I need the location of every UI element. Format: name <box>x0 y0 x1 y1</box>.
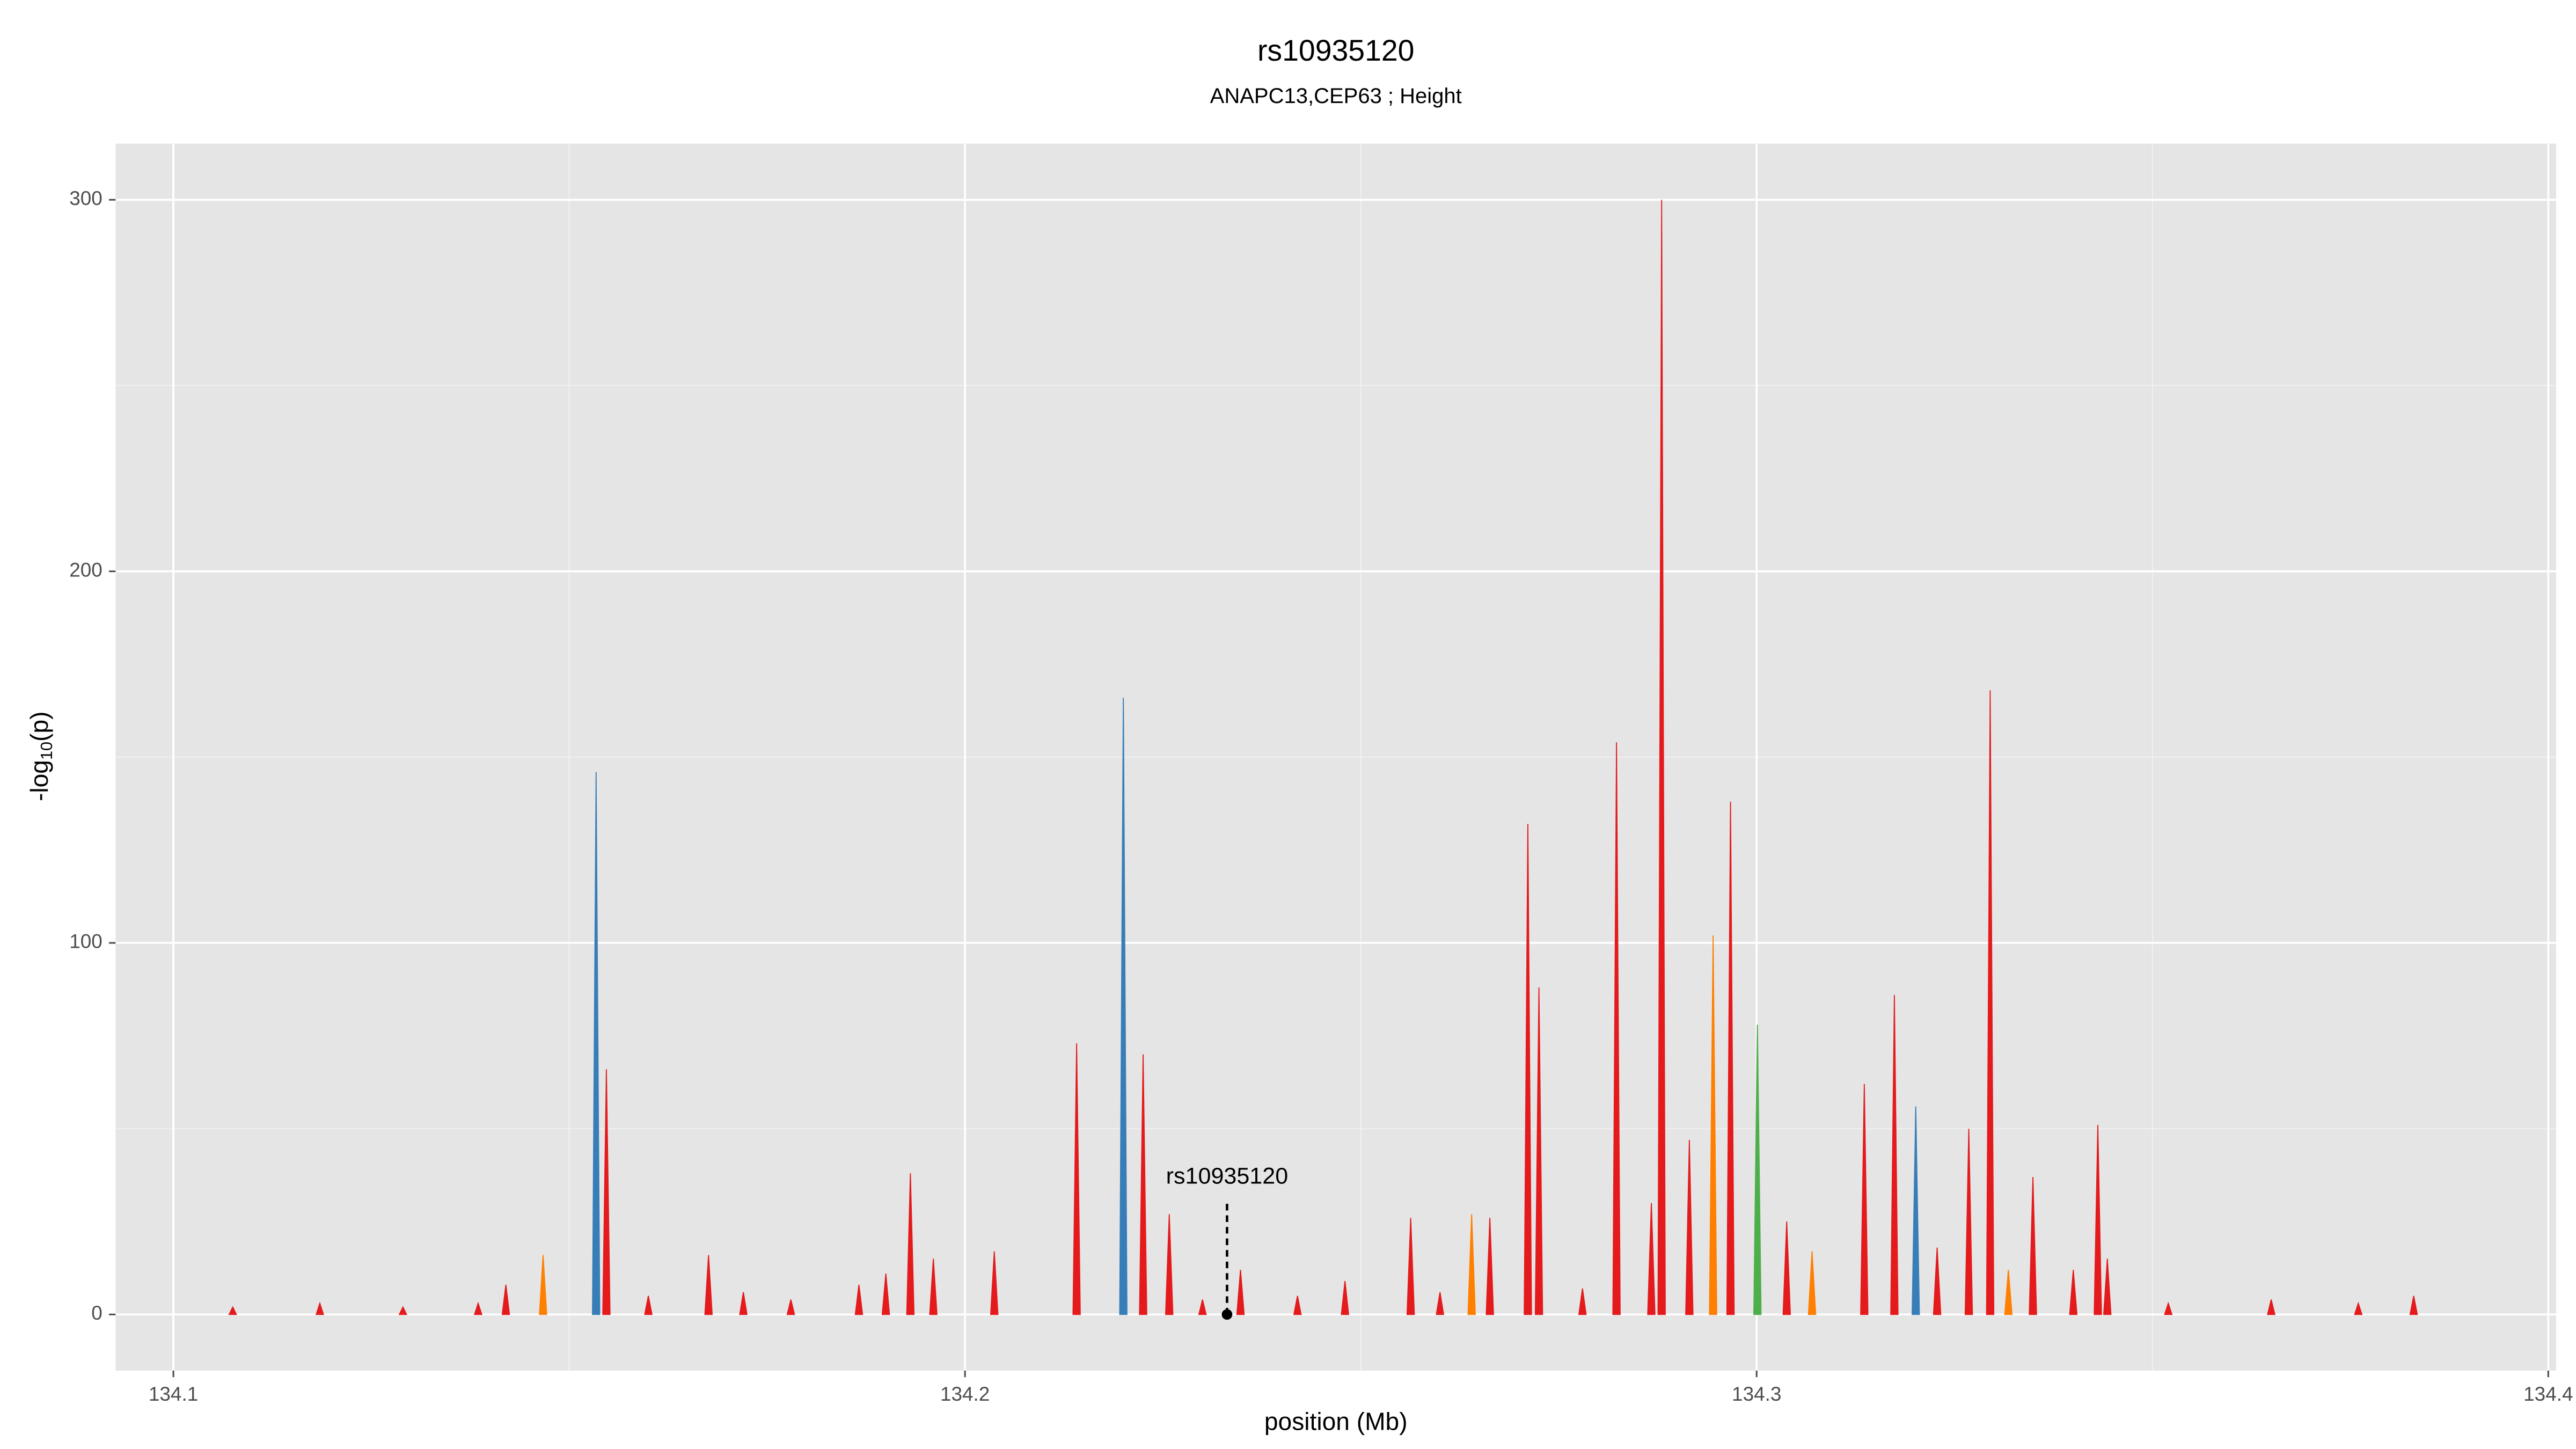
signal-peak <box>929 1258 938 1315</box>
signal-peak <box>539 1255 547 1315</box>
annotation-label: rs10935120 <box>1166 1163 1288 1189</box>
signal-peak <box>2029 1177 2037 1315</box>
signal-peak <box>398 1306 408 1315</box>
signal-peak <box>881 1274 890 1315</box>
signal-peak <box>1753 1024 1762 1315</box>
signal-peak <box>1986 690 1995 1315</box>
signal-peak <box>1534 987 1543 1315</box>
signal-peak <box>1436 1292 1445 1315</box>
x-tick-label: 134.2 <box>940 1383 990 1405</box>
signal-peak <box>1709 935 1717 1315</box>
signal-peak <box>1165 1214 1174 1315</box>
signal-peak <box>1726 801 1735 1315</box>
signal-peak <box>644 1296 653 1315</box>
signal-peak <box>592 772 601 1315</box>
y-axis-label-sub: 10 <box>37 742 56 760</box>
signal-peak <box>990 1251 999 1315</box>
signal-peak <box>1807 1251 1817 1315</box>
signal-peak <box>2164 1301 2173 1315</box>
annotation-point <box>1221 1309 1233 1320</box>
signal-peak <box>2409 1296 2418 1315</box>
signal-peak <box>1782 1221 1791 1315</box>
signal-peak <box>473 1301 483 1315</box>
signal-peak <box>1860 1084 1869 1315</box>
signal-peak <box>1467 1214 1476 1315</box>
x-tick-label: 134.4 <box>2523 1383 2573 1405</box>
signal-peak <box>501 1284 510 1315</box>
signal-peak <box>1406 1218 1415 1315</box>
signal-peak <box>1578 1288 1587 1315</box>
signal-peak <box>228 1306 237 1315</box>
x-tick-label: 134.3 <box>1732 1383 1781 1405</box>
y-axis-label-part: (p) <box>25 711 53 741</box>
signal-peak <box>1964 1129 1973 1315</box>
y-tick-label: 200 <box>69 559 103 581</box>
y-axis-label-part: -log <box>25 760 53 801</box>
chart-title: rs10935120 <box>1257 34 1415 67</box>
signal-peak <box>1485 1218 1494 1315</box>
signal-peak <box>2267 1299 2275 1315</box>
y-tick-label: 100 <box>69 931 103 953</box>
x-axis-label: position (Mb) <box>1264 1407 1408 1435</box>
signal-peak <box>1236 1270 1245 1315</box>
signal-peak <box>1524 824 1532 1315</box>
signal-peak <box>1912 1106 1920 1315</box>
chart-subtitle: ANAPC13,CEP63 ; Height <box>1210 84 1462 108</box>
signal-peak <box>1933 1247 1942 1315</box>
signal-peak <box>704 1255 713 1315</box>
signal-peak <box>1657 200 1666 1315</box>
signal-peak <box>2069 1270 2078 1315</box>
signal-peak <box>1119 697 1128 1315</box>
signal-peak <box>1072 1043 1081 1315</box>
signal-peak <box>2004 1270 2013 1315</box>
signal-peak <box>1139 1054 1147 1315</box>
signal-peak <box>1647 1203 1656 1315</box>
signal-peak <box>1890 994 1899 1315</box>
y-tick-label: 300 <box>69 187 103 209</box>
signal-peak <box>1341 1280 1349 1315</box>
y-tick-label: 0 <box>91 1302 103 1324</box>
signal-peak <box>854 1284 863 1315</box>
signal-peak <box>2354 1301 2363 1315</box>
signal-peak <box>1685 1139 1694 1315</box>
signal-peak <box>1293 1296 1302 1315</box>
signal-peak <box>786 1299 795 1315</box>
signal-peak <box>602 1069 611 1315</box>
signal-peak <box>906 1173 915 1315</box>
signal-peak <box>2103 1258 2112 1315</box>
signal-peak <box>1612 742 1621 1315</box>
x-tick-label: 134.1 <box>149 1383 198 1405</box>
signal-peak <box>2094 1125 2102 1315</box>
signal-peak <box>1198 1299 1207 1315</box>
signal-peak <box>315 1301 324 1315</box>
signal-peak <box>739 1292 748 1315</box>
y-axis-label: -log10(p) <box>25 711 56 801</box>
